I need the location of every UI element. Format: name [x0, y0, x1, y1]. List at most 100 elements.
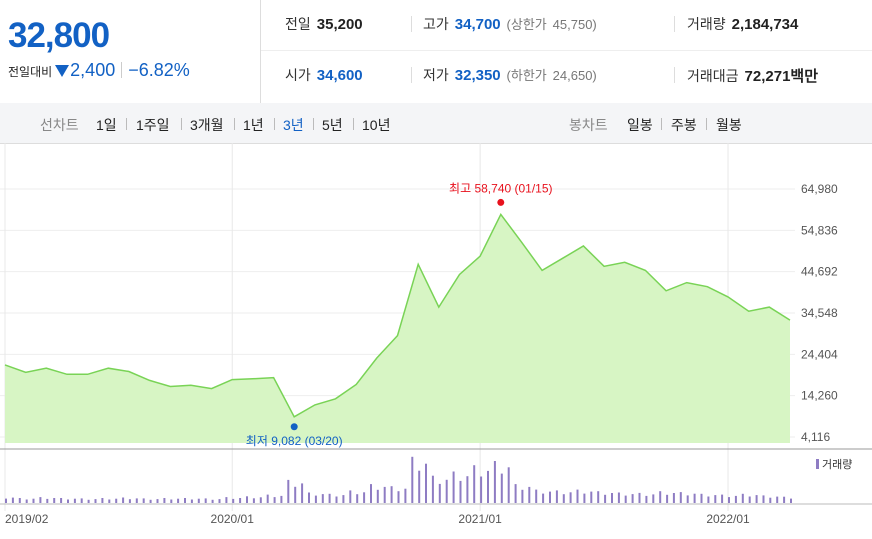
stats-row-2: 시가 34,600 저가 32,350 (하한가 24,650) 거래대금 72,27… [261, 51, 872, 101]
volume-bar [514, 484, 517, 503]
volume-bar [404, 488, 407, 503]
stat-prev-close: 전일 35,200 [285, 14, 363, 34]
volume-bar [246, 496, 248, 503]
volume-bar [576, 489, 579, 503]
quote-header: 32,800 전일대비 2,400 −6.82% 전일 35,200 고가 34,700… [0, 0, 872, 104]
volume-bar [438, 483, 441, 503]
tab-monthly[interactable]: 월봉 [716, 117, 742, 133]
volume-bar [294, 486, 297, 503]
volume-bar [755, 495, 758, 503]
change-row: 전일대비 2,400 −6.82% [8, 60, 190, 81]
volume-bar [769, 497, 772, 503]
volume-bar [604, 494, 607, 503]
volume-bar [679, 492, 682, 503]
volume-bar [659, 491, 662, 503]
volume-bar [225, 497, 228, 503]
stat-value: 72,271백만 [744, 68, 819, 85]
volume-bar [252, 498, 255, 503]
volume-bar [638, 492, 641, 503]
stat-value: 34,700 [454, 16, 501, 33]
volume-legend: 거래량 [822, 458, 852, 471]
volume-bar [555, 490, 558, 503]
stat-divider [411, 67, 412, 83]
volume-bar [459, 480, 462, 503]
volume-bar [232, 498, 235, 503]
stat-label: 전일 [285, 16, 311, 32]
volume-bar [349, 490, 352, 503]
volume-bar [94, 499, 97, 503]
volume-bar [122, 497, 125, 503]
change-percent: −6.82% [128, 60, 190, 80]
volume-bar [163, 498, 166, 503]
stats-row-1: 전일 35,200 고가 34,700 (상한가 45,750) 거래량 2,184,… [261, 0, 872, 51]
volume-bar [528, 486, 531, 503]
volume-bar [431, 475, 434, 503]
volume-bar [721, 494, 724, 503]
volume-bar [80, 498, 83, 503]
volume-bar [5, 498, 7, 503]
x-axis-ticks: 2019/02 2020/01 2021/01 2022/01 [5, 512, 750, 526]
volume-bar [135, 498, 138, 503]
tab-1y[interactable]: 1년 [243, 117, 264, 133]
price-chart[interactable]: 64,980 54,836 44,692 34,548 24,404 14,260 4,11… [0, 143, 872, 539]
volume-bar [666, 494, 669, 503]
volume-bar [335, 496, 338, 503]
volume-bar [762, 495, 765, 503]
volume-bar [328, 493, 331, 503]
volume-bar [493, 461, 496, 503]
volume-bar [748, 496, 751, 503]
volume-bar [239, 498, 242, 503]
volume-bar [11, 497, 14, 503]
y-tick-label: 24,404 [801, 347, 838, 361]
tab-divider [181, 118, 182, 130]
tab-1w[interactable]: 1주일 [136, 117, 170, 133]
tab-3y[interactable]: 3년 [283, 117, 304, 133]
volume-bar [535, 489, 538, 503]
volume-bar [321, 494, 324, 503]
y-tick-label: 64,980 [801, 182, 838, 196]
stats-panel: 전일 35,200 고가 34,700 (상한가 45,750) 거래량 2,184,… [261, 0, 872, 103]
tab-divider [661, 118, 662, 130]
y-tick-label: 14,260 [801, 389, 838, 403]
volume-bar [46, 498, 49, 503]
y-axis-ticks: 64,980 54,836 44,692 34,548 24,404 14,260 4,11… [801, 182, 838, 444]
tab-1d[interactable]: 1일 [96, 117, 117, 133]
volume-bar [39, 497, 42, 503]
tab-5y[interactable]: 5년 [322, 117, 343, 133]
x-tick-label: 2019/02 [5, 512, 49, 526]
tab-divider [234, 118, 235, 130]
volume-bar [473, 465, 476, 503]
volume-bar [783, 496, 786, 503]
volume-bar [184, 498, 186, 503]
volume-bar [714, 495, 717, 503]
chart-tab-bar: 선차트 1일 1주일 3개월 1년 3년 5년 10년 봉차트 일봉 주봉 월봉 [0, 103, 872, 144]
volume-bar [67, 499, 69, 503]
volume-bar [776, 496, 779, 503]
volume-bar [672, 493, 675, 503]
tab-divider [274, 118, 275, 130]
volume-bar [356, 494, 359, 503]
stat-amount: 거래대금 72,271백만 [687, 65, 818, 86]
volume-bar [569, 492, 572, 503]
x-tick-label: 2021/01 [458, 512, 502, 526]
current-price: 32,800 [8, 16, 110, 55]
tab-daily[interactable]: 일봉 [627, 117, 653, 133]
volume-bar [686, 495, 689, 503]
volume-bar [376, 489, 379, 503]
volume-bar [259, 497, 262, 503]
volume-bar [734, 495, 737, 503]
stat-sub-label: (상한가 [506, 17, 547, 32]
tab-3m[interactable]: 3개월 [190, 117, 224, 133]
tab-weekly[interactable]: 주봉 [671, 117, 697, 133]
volume-bar [390, 486, 393, 503]
volume-bar [308, 492, 310, 503]
price-area [5, 214, 790, 443]
stat-divider [674, 67, 675, 83]
high-marker [497, 198, 505, 206]
tab-divider [313, 118, 314, 130]
stat-divider [674, 16, 675, 32]
volume-bar [370, 484, 372, 503]
volume-bar [218, 499, 221, 503]
volume-bar [521, 489, 524, 503]
tab-10y[interactable]: 10년 [362, 117, 391, 133]
